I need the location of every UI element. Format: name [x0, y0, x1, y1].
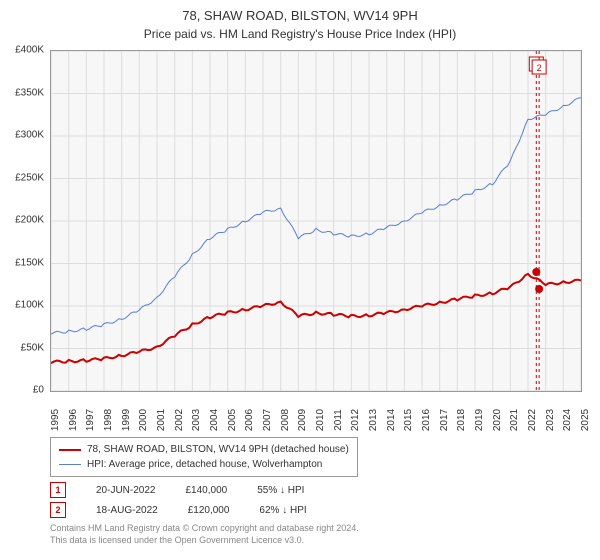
legend-box: 78, SHAW ROAD, BILSTON, WV14 9PH (detach… [50, 437, 358, 477]
x-tick-label: 2000 [138, 409, 149, 431]
x-tick-label: 2020 [492, 409, 503, 431]
y-axis-labels: £0£50K£100K£150K£200K£250K£300K£350K£400… [0, 50, 48, 390]
series-line [51, 274, 581, 363]
x-tick-label: 2022 [527, 409, 538, 431]
x-tick-label: 2016 [421, 409, 432, 431]
x-tick-label: 2024 [562, 409, 573, 431]
svg-text:2: 2 [537, 63, 542, 73]
marker-box-2: 2 [50, 502, 66, 518]
copyright-text: Contains HM Land Registry data © Crown c… [50, 523, 359, 546]
x-tick-label: 2011 [333, 409, 344, 431]
copyright-line-1: Contains HM Land Registry data © Crown c… [50, 523, 359, 535]
svg-text:1: 1 [534, 60, 539, 70]
x-tick-label: 2005 [227, 409, 238, 431]
x-tick-label: 1998 [103, 409, 114, 431]
y-tick-label: £350K [15, 87, 44, 98]
marker-pct-2: 62% ↓ HPI [259, 505, 306, 516]
y-tick-label: £0 [33, 385, 44, 396]
marker-box-1: 1 [50, 482, 66, 498]
legend-label-1: 78, SHAW ROAD, BILSTON, WV14 9PH (detach… [87, 442, 349, 457]
chart-title: 78, SHAW ROAD, BILSTON, WV14 9PH [0, 0, 600, 25]
y-tick-label: £50K [21, 342, 44, 353]
marker-num-1: 1 [55, 485, 60, 495]
legend-row-series-1: 78, SHAW ROAD, BILSTON, WV14 9PH (detach… [59, 442, 349, 457]
y-tick-label: £400K [15, 45, 44, 56]
x-tick-label: 2021 [509, 409, 520, 431]
copyright-line-2: This data is licensed under the Open Gov… [50, 535, 359, 547]
x-tick-label: 1995 [50, 409, 61, 431]
x-tick-label: 2001 [156, 409, 167, 431]
x-tick-label: 2023 [545, 409, 556, 431]
x-tick-label: 2019 [474, 409, 485, 431]
x-tick-label: 1999 [121, 409, 132, 431]
x-tick-label: 2009 [297, 409, 308, 431]
marker-date-1: 20-JUN-2022 [96, 485, 155, 496]
x-tick-label: 2007 [262, 409, 273, 431]
y-tick-label: £100K [15, 300, 44, 311]
x-tick-label: 2003 [191, 409, 202, 431]
marker-date-2: 18-AUG-2022 [96, 505, 158, 516]
x-tick-label: 2015 [403, 409, 414, 431]
marker-table: 1 20-JUN-2022 £140,000 55% ↓ HPI 2 18-AU… [50, 480, 307, 520]
marker-row-2: 2 18-AUG-2022 £120,000 62% ↓ HPI [50, 500, 307, 520]
chart-container: 78, SHAW ROAD, BILSTON, WV14 9PH Price p… [0, 0, 600, 560]
x-tick-label: 2006 [244, 409, 255, 431]
marker-price-1: £140,000 [185, 485, 227, 496]
x-tick-label: 2014 [386, 409, 397, 431]
x-axis-labels: 1995 1996 1997 1998 1999 2000 2001 2002 2003 2004… [50, 392, 580, 432]
marker-row-1: 1 20-JUN-2022 £140,000 55% ↓ HPI [50, 480, 307, 500]
x-tick-label: 1997 [85, 409, 96, 431]
x-tick-label: 2002 [174, 409, 185, 431]
plot-svg: 12 [51, 51, 581, 391]
marker-num-2: 2 [55, 505, 60, 515]
y-tick-label: £150K [15, 257, 44, 268]
plot-area: 12 [50, 50, 582, 392]
legend-swatch-1 [59, 449, 81, 451]
x-tick-label: 2017 [439, 409, 450, 431]
x-tick-label: 1996 [68, 409, 79, 431]
y-tick-label: £200K [15, 215, 44, 226]
y-tick-label: £250K [15, 172, 44, 183]
x-tick-label: 2025 [580, 409, 591, 431]
x-tick-label: 2012 [350, 409, 361, 431]
legend-swatch-2 [59, 464, 81, 465]
legend-label-2: HPI: Average price, detached house, Wolv… [87, 457, 322, 472]
marker-pct-1: 55% ↓ HPI [257, 485, 304, 496]
marker-price-2: £120,000 [188, 505, 230, 516]
x-tick-label: 2010 [315, 409, 326, 431]
y-tick-label: £300K [15, 130, 44, 141]
x-tick-label: 2008 [280, 409, 291, 431]
chart-subtitle: Price paid vs. HM Land Registry's House … [0, 25, 600, 41]
series-line [51, 98, 581, 334]
legend-row-series-2: HPI: Average price, detached house, Wolv… [59, 457, 349, 472]
x-tick-label: 2013 [368, 409, 379, 431]
x-tick-label: 2018 [456, 409, 467, 431]
x-tick-label: 2004 [209, 409, 220, 431]
